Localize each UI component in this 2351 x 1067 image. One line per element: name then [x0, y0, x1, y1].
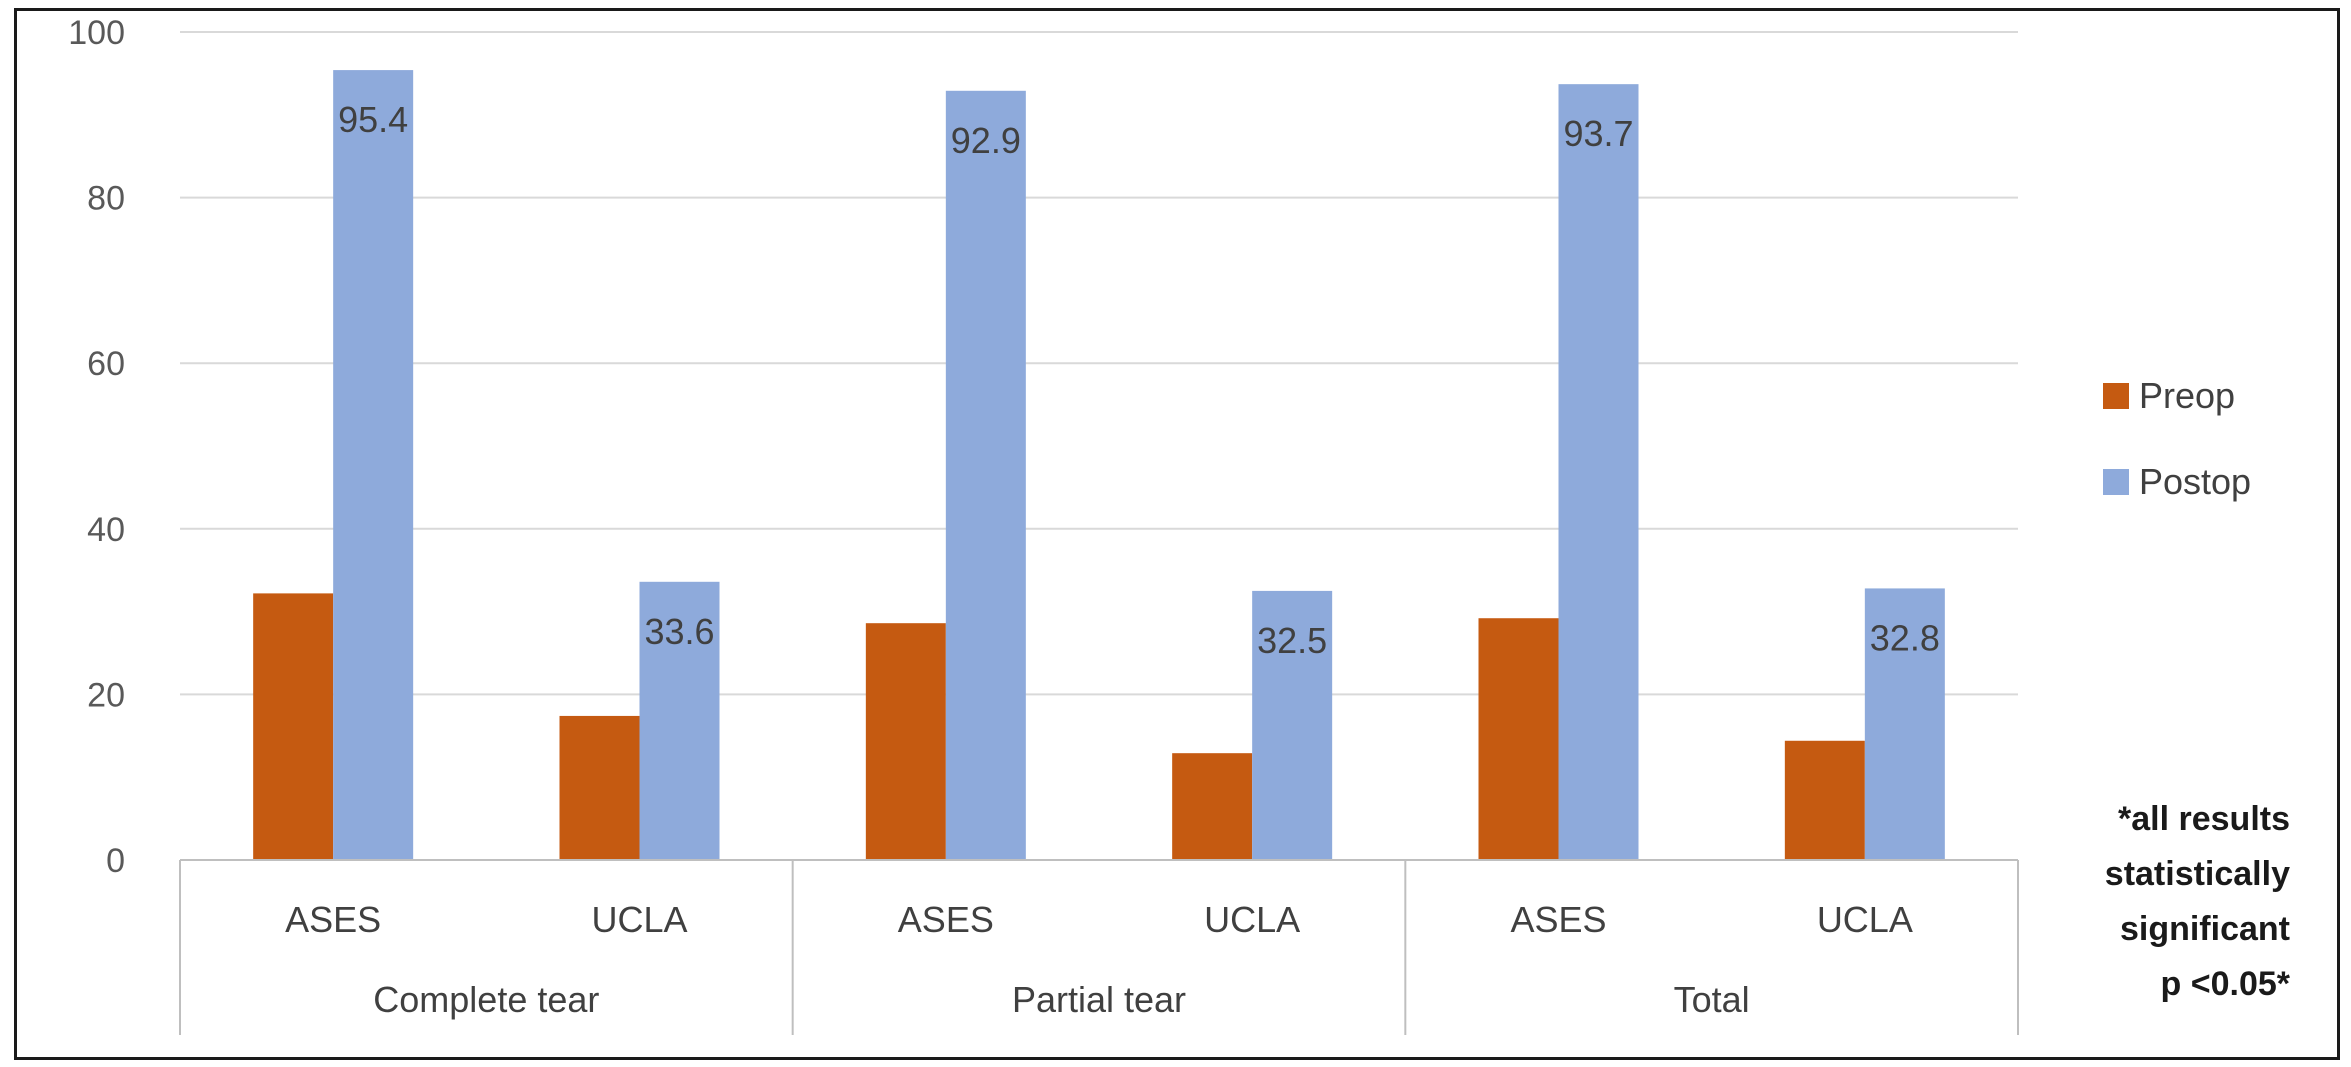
y-tick-label: 20 — [87, 676, 125, 714]
x-category-label: UCLA — [591, 899, 687, 940]
gridlines — [180, 31, 2018, 696]
note-line-2: statistically — [2105, 855, 2290, 893]
data-label: 32.8 — [1870, 617, 1940, 658]
bar-preop — [1478, 618, 1559, 860]
x-group-label: Total — [1674, 979, 1750, 1020]
x-category-label: UCLA — [1204, 899, 1300, 940]
bar-postop — [945, 90, 1026, 860]
legend: Preop Postop — [2103, 375, 2251, 502]
x-group-label: Complete tear — [373, 979, 599, 1020]
bar-postop — [1252, 590, 1333, 860]
data-label: 95.4 — [338, 99, 408, 140]
bar-preop — [253, 593, 334, 860]
y-tick-label: 0 — [106, 842, 125, 880]
legend-label-postop: Postop — [2139, 461, 2251, 502]
y-axis-ticks: 0 20 40 60 80 100 — [68, 14, 125, 880]
bar-postop — [639, 581, 720, 860]
x-category-label: UCLA — [1817, 899, 1913, 940]
bar-preop — [1784, 740, 1865, 860]
data-label: 93.7 — [1563, 113, 1633, 154]
bar-preop — [559, 715, 640, 860]
data-label: 92.9 — [951, 120, 1021, 161]
bar-postop — [333, 70, 414, 860]
bar-postop — [1558, 84, 1639, 860]
bars — [253, 70, 1945, 860]
x-category-label: ASES — [1510, 899, 1606, 940]
legend-swatch-postop — [2103, 469, 2129, 495]
note-line-3: significant — [2120, 910, 2290, 948]
legend-swatch-preop — [2103, 383, 2129, 409]
bar-postop — [1864, 588, 1945, 860]
significance-note: *all results statistically significant p… — [2105, 800, 2291, 1003]
x-category-label: ASES — [898, 899, 994, 940]
x-group-label: Partial tear — [1012, 979, 1186, 1020]
legend-label-preop: Preop — [2139, 375, 2235, 416]
data-label: 33.6 — [644, 611, 714, 652]
y-tick-label: 80 — [87, 180, 125, 218]
data-label: 32.5 — [1257, 620, 1327, 661]
y-tick-label: 60 — [87, 345, 125, 383]
y-tick-label: 40 — [87, 511, 125, 549]
note-line-4: p <0.05* — [2161, 965, 2291, 1003]
bar-preop — [1172, 753, 1253, 860]
y-tick-label: 100 — [68, 14, 125, 52]
x-category-label: ASES — [285, 899, 381, 940]
note-line-1: *all results — [2118, 800, 2290, 838]
bar-preop — [865, 623, 946, 860]
x-axis: ASES UCLA ASES UCLA ASES UCLA Complete tear Par… — [179, 859, 2019, 1035]
data-labels: 95.4 33.6 92.9 32.5 93.7 32.8 — [338, 99, 1940, 661]
